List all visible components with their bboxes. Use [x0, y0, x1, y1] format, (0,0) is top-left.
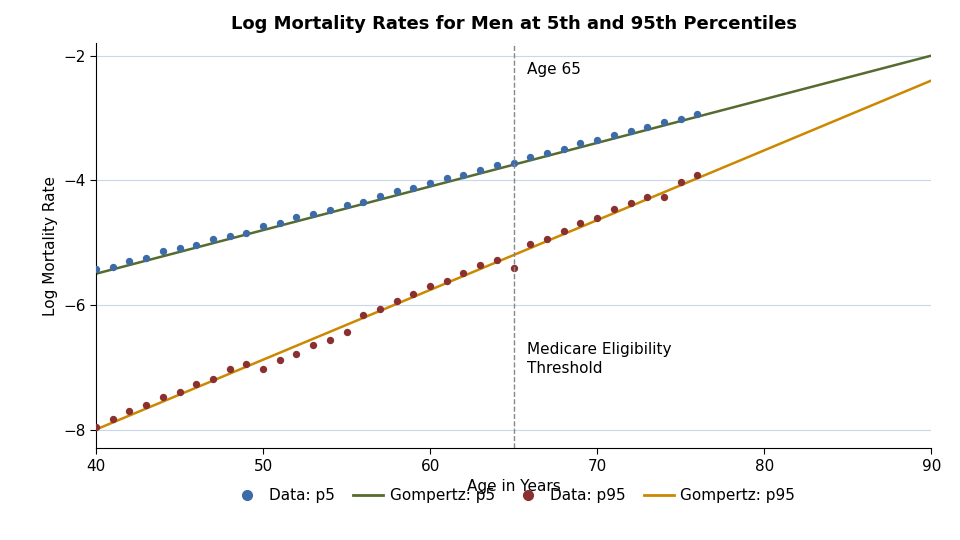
- Point: [389, 296, 404, 305]
- Point: [389, 186, 404, 195]
- Point: [689, 171, 705, 179]
- Point: [172, 388, 187, 396]
- X-axis label: Age in Years: Age in Years: [467, 479, 561, 494]
- Title: Log Mortality Rates for Men at 5th and 95th Percentiles: Log Mortality Rates for Men at 5th and 9…: [230, 15, 797, 33]
- Point: [272, 219, 287, 227]
- Point: [639, 123, 655, 132]
- Point: [573, 219, 588, 227]
- Point: [239, 228, 254, 237]
- Point: [556, 144, 571, 153]
- Point: [673, 115, 688, 124]
- Point: [372, 305, 388, 313]
- Point: [105, 415, 120, 423]
- Point: [289, 213, 304, 221]
- Point: [122, 257, 137, 266]
- Point: [606, 131, 621, 139]
- Point: [456, 268, 471, 277]
- Point: [472, 166, 488, 174]
- Point: [589, 136, 605, 145]
- Point: [105, 262, 120, 271]
- Point: [422, 282, 438, 291]
- Point: [305, 210, 321, 218]
- Point: [323, 335, 338, 344]
- Point: [673, 177, 688, 186]
- Point: [439, 277, 454, 286]
- Text: Medicare Eligibility
Threshold: Medicare Eligibility Threshold: [527, 342, 671, 376]
- Point: [506, 159, 521, 167]
- Point: [305, 341, 321, 349]
- Point: [540, 234, 555, 243]
- Y-axis label: Log Mortality Rate: Log Mortality Rate: [42, 176, 58, 316]
- Point: [88, 423, 104, 431]
- Point: [156, 247, 171, 255]
- Point: [372, 192, 388, 201]
- Point: [205, 374, 221, 383]
- Point: [323, 206, 338, 214]
- Point: [490, 160, 505, 169]
- Point: [255, 364, 271, 373]
- Legend: Data: p5, Gompertz: p5, Data: p95, Gompertz: p95: Data: p5, Gompertz: p5, Data: p95, Gompe…: [226, 482, 802, 509]
- Point: [239, 359, 254, 368]
- Point: [188, 241, 204, 249]
- Point: [490, 255, 505, 264]
- Point: [623, 199, 638, 207]
- Point: [339, 327, 354, 336]
- Point: [406, 184, 421, 193]
- Point: [138, 401, 154, 410]
- Point: [456, 171, 471, 180]
- Point: [556, 227, 571, 235]
- Point: [589, 213, 605, 222]
- Point: [639, 192, 655, 201]
- Point: [289, 350, 304, 359]
- Point: [606, 205, 621, 214]
- Point: [540, 149, 555, 158]
- Point: [88, 265, 104, 274]
- Point: [623, 127, 638, 136]
- Point: [472, 260, 488, 269]
- Point: [657, 193, 672, 201]
- Point: [138, 253, 154, 262]
- Point: [522, 240, 538, 248]
- Point: [188, 380, 204, 388]
- Point: [439, 174, 454, 183]
- Point: [122, 406, 137, 415]
- Point: [272, 356, 287, 364]
- Point: [222, 232, 237, 240]
- Point: [222, 365, 237, 374]
- Point: [205, 234, 221, 243]
- Point: [255, 222, 271, 231]
- Point: [172, 244, 187, 253]
- Point: [156, 393, 171, 402]
- Point: [355, 311, 371, 320]
- Point: [657, 117, 672, 126]
- Point: [522, 152, 538, 161]
- Point: [506, 263, 521, 272]
- Point: [689, 109, 705, 118]
- Point: [406, 290, 421, 299]
- Text: Age 65: Age 65: [527, 62, 581, 77]
- Point: [355, 198, 371, 206]
- Point: [573, 139, 588, 147]
- Point: [339, 200, 354, 209]
- Point: [422, 179, 438, 188]
